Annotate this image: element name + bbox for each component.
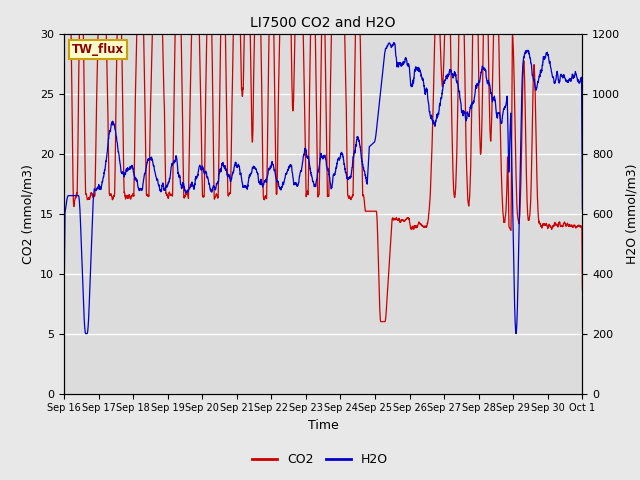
Text: TW_flux: TW_flux	[72, 43, 124, 56]
Title: LI7500 CO2 and H2O: LI7500 CO2 and H2O	[250, 16, 396, 30]
Y-axis label: H2O (mmol/m3): H2O (mmol/m3)	[626, 163, 639, 264]
Legend: CO2, H2O: CO2, H2O	[247, 448, 393, 471]
X-axis label: Time: Time	[308, 419, 339, 432]
Y-axis label: CO2 (mmol/m3): CO2 (mmol/m3)	[22, 164, 35, 264]
